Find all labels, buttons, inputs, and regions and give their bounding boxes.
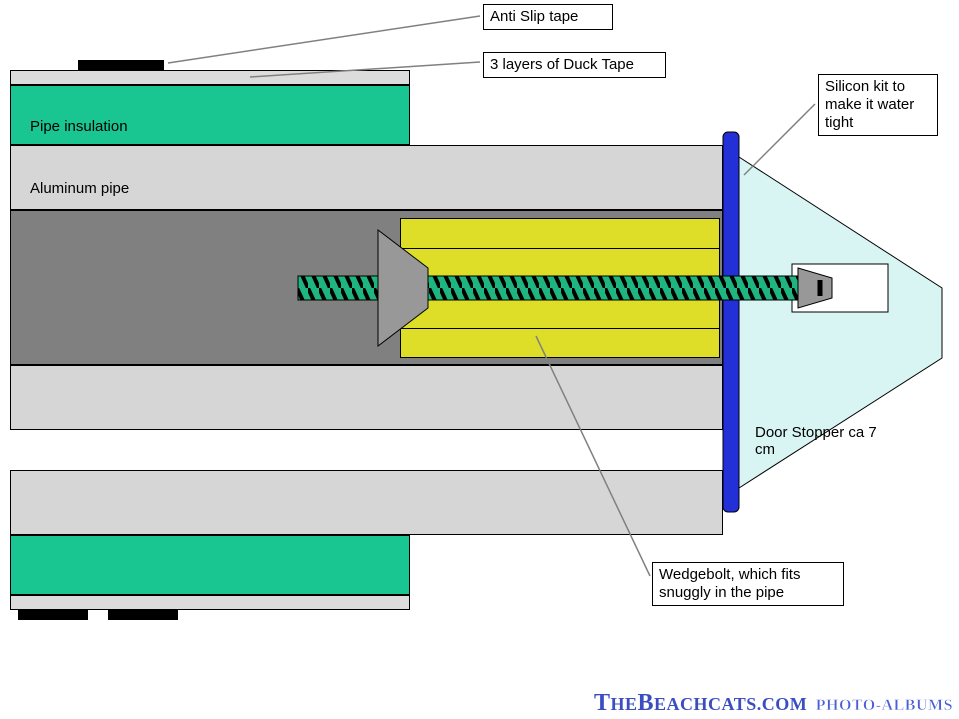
leader-silicon <box>744 104 815 175</box>
door-stopper-label: Door Stopper ca 7 cm <box>755 424 885 458</box>
watermark-logo: THEBEACHCATS.COM PHOTO-ALBUMS <box>594 690 953 717</box>
callout-duck-tape: 3 layers of Duck Tape <box>483 52 666 78</box>
silicon-bar <box>723 132 739 512</box>
callout-wedgebolt: Wedgebolt, which fits snuggly in the pip… <box>652 562 844 606</box>
bolt-head-cone <box>378 230 428 346</box>
callout-silicon: Silicon kit to make it water tight <box>818 74 938 136</box>
aluminum-pipe-label: Aluminum pipe <box>30 180 129 197</box>
bolt-shaft <box>298 276 800 300</box>
watermark-site: THEBEACHCATS.COM <box>594 690 807 716</box>
leader-wedgebolt <box>536 336 650 576</box>
callout-anti-slip: Anti Slip tape <box>483 4 613 30</box>
watermark-sub: PHOTO-ALBUMS <box>816 697 953 714</box>
leader-duck <box>250 62 480 77</box>
diagram-svg <box>0 0 959 719</box>
leader-antislip <box>168 16 480 63</box>
pipe-insulation-label: Pipe insulation <box>30 118 128 135</box>
